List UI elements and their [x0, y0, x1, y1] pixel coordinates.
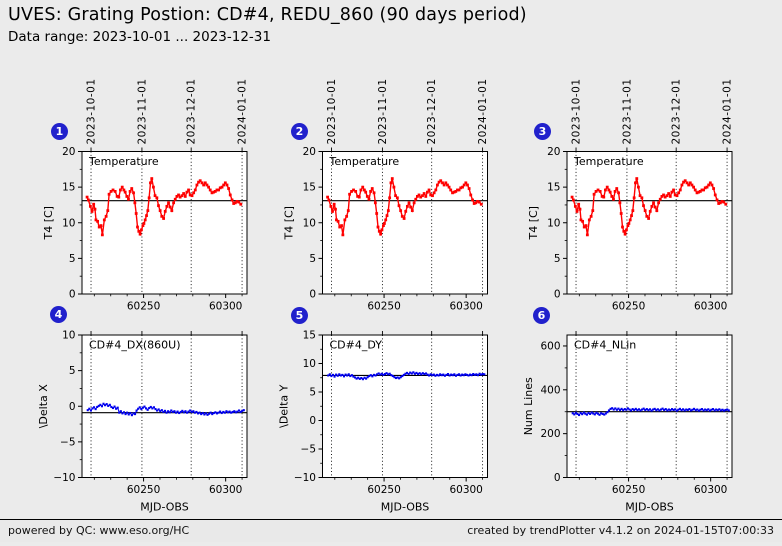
svg-text:Temperature: Temperature [573, 155, 644, 168]
date-range-subtitle: Data range: 2023-10-01 ... 2023-12-31 [8, 29, 271, 45]
svg-text:15: 15 [62, 182, 75, 194]
svg-text:60300: 60300 [449, 301, 482, 313]
svg-text:2023-11-01: 2023-11-01 [621, 78, 633, 144]
svg-text:CD#4_DX(860U): CD#4_DX(860U) [89, 339, 181, 352]
svg-text:60300: 60300 [209, 484, 242, 496]
svg-text:60250: 60250 [127, 484, 160, 496]
svg-text:5: 5 [69, 365, 76, 377]
svg-text:60300: 60300 [449, 484, 482, 496]
svg-text:60300: 60300 [694, 301, 727, 313]
report-header: UVES: Grating Postion: CD#4, REDU_860 (9… [8, 5, 527, 45]
chart-4-badge: 4 [50, 306, 67, 323]
svg-text:2023-12-01: 2023-12-01 [186, 78, 198, 144]
svg-text:\Delta X: \Delta X [37, 384, 50, 429]
svg-text:15: 15 [303, 182, 316, 194]
svg-text:2023-10-01: 2023-10-01 [86, 78, 98, 144]
svg-text:2023-11-01: 2023-11-01 [377, 78, 389, 144]
svg-text:15: 15 [303, 330, 316, 342]
svg-text:CD#4_NLin: CD#4_NLin [574, 339, 636, 352]
svg-text:\Delta Y: \Delta Y [278, 384, 291, 428]
footer-bar: powered by QC: www.eso.org/HC created by… [0, 519, 782, 542]
svg-text:MJD-OBS: MJD-OBS [625, 501, 673, 514]
svg-text:60250: 60250 [612, 301, 645, 313]
chart-5-badge: 5 [291, 307, 308, 324]
footer-created-by: created by trendPlotter v4.1.2 on 2024-0… [467, 524, 774, 537]
svg-text:5: 5 [309, 253, 316, 265]
svg-text:20: 20 [303, 146, 316, 158]
svg-text:T4 [C]: T4 [C] [42, 206, 55, 240]
svg-text:MJD-OBS: MJD-OBS [381, 501, 429, 514]
svg-text:−10: −10 [53, 472, 75, 484]
svg-text:2023-10-01: 2023-10-01 [571, 78, 583, 144]
svg-text:5: 5 [69, 253, 76, 265]
svg-text:60300: 60300 [209, 301, 242, 313]
svg-text:60250: 60250 [127, 301, 160, 313]
svg-text:20: 20 [62, 146, 75, 158]
svg-text:10: 10 [303, 358, 316, 370]
svg-text:2023-10-01: 2023-10-01 [326, 78, 338, 144]
svg-text:2023-12-01: 2023-12-01 [671, 78, 683, 144]
svg-text:−10: −10 [294, 472, 316, 484]
svg-text:20: 20 [547, 146, 560, 158]
svg-text:60300: 60300 [694, 484, 727, 496]
svg-text:15: 15 [547, 182, 560, 194]
footer-powered-by: powered by QC: www.eso.org/HC [8, 524, 190, 537]
chart-3-badge: 3 [534, 123, 551, 140]
chart-3-temperature: 2023-10-01 2023-11-01 2023-12-01 2024-01-01… [527, 78, 734, 312]
svg-text:2024-01-01: 2024-01-01 [237, 78, 249, 144]
chart-6-nlin: 60250 60300 0 200 400 600 CD#4_NLin Num Lines MJ… [522, 331, 733, 514]
svg-text:−5: −5 [60, 436, 75, 448]
svg-text:0: 0 [69, 289, 76, 301]
svg-text:60250: 60250 [367, 301, 400, 313]
svg-text:T4 [C]: T4 [C] [283, 206, 296, 240]
svg-text:600: 600 [540, 340, 560, 352]
chart-2-temperature: 2023-10-01 2023-11-01 2023-12-01 2024-01-01… [283, 78, 490, 312]
svg-text:2023-12-01: 2023-12-01 [426, 78, 438, 144]
svg-text:CD#4_DY: CD#4_DY [330, 339, 383, 352]
svg-text:0: 0 [309, 415, 316, 427]
svg-text:Num Lines: Num Lines [522, 377, 535, 435]
svg-text:0: 0 [554, 289, 561, 301]
chart-2-badge: 2 [291, 123, 308, 140]
svg-text:200: 200 [540, 428, 560, 440]
svg-text:0: 0 [554, 472, 561, 484]
svg-text:2023-11-01: 2023-11-01 [136, 78, 148, 144]
svg-text:Temperature: Temperature [88, 155, 159, 168]
svg-text:2024-01-01: 2024-01-01 [722, 78, 734, 144]
chart-5-dy: 60250 60300 −10 −5 0 5 10 15 CD#4_DY \Delta Y MJD-… [278, 330, 488, 514]
svg-text:10: 10 [303, 217, 316, 229]
svg-text:10: 10 [547, 217, 560, 229]
chart-1-badge: 1 [51, 123, 68, 140]
chart-4-dx: 60250 60300 −10 −5 0 5 10 CD#4_DX(860U) \Delta X… [37, 330, 248, 514]
svg-text:MJD-OBS: MJD-OBS [140, 501, 188, 514]
svg-text:T4 [C]: T4 [C] [527, 206, 540, 240]
svg-text:2024-01-01: 2024-01-01 [477, 78, 489, 144]
page-title: UVES: Grating Postion: CD#4, REDU_860 (9… [8, 5, 527, 25]
svg-text:5: 5 [309, 387, 316, 399]
svg-text:60250: 60250 [367, 484, 400, 496]
svg-text:60250: 60250 [612, 484, 645, 496]
svg-text:0: 0 [309, 289, 316, 301]
svg-text:10: 10 [62, 330, 75, 342]
chart-6-badge: 6 [533, 307, 550, 324]
svg-text:−5: −5 [301, 444, 316, 456]
svg-text:Temperature: Temperature [329, 155, 400, 168]
svg-text:400: 400 [540, 384, 560, 396]
svg-text:5: 5 [554, 253, 561, 265]
svg-text:10: 10 [62, 217, 75, 229]
svg-text:0: 0 [69, 401, 76, 413]
chart-1-temperature: 2023-10-01 2023-11-01 2023-12-01 2024-01-01… [42, 78, 249, 312]
